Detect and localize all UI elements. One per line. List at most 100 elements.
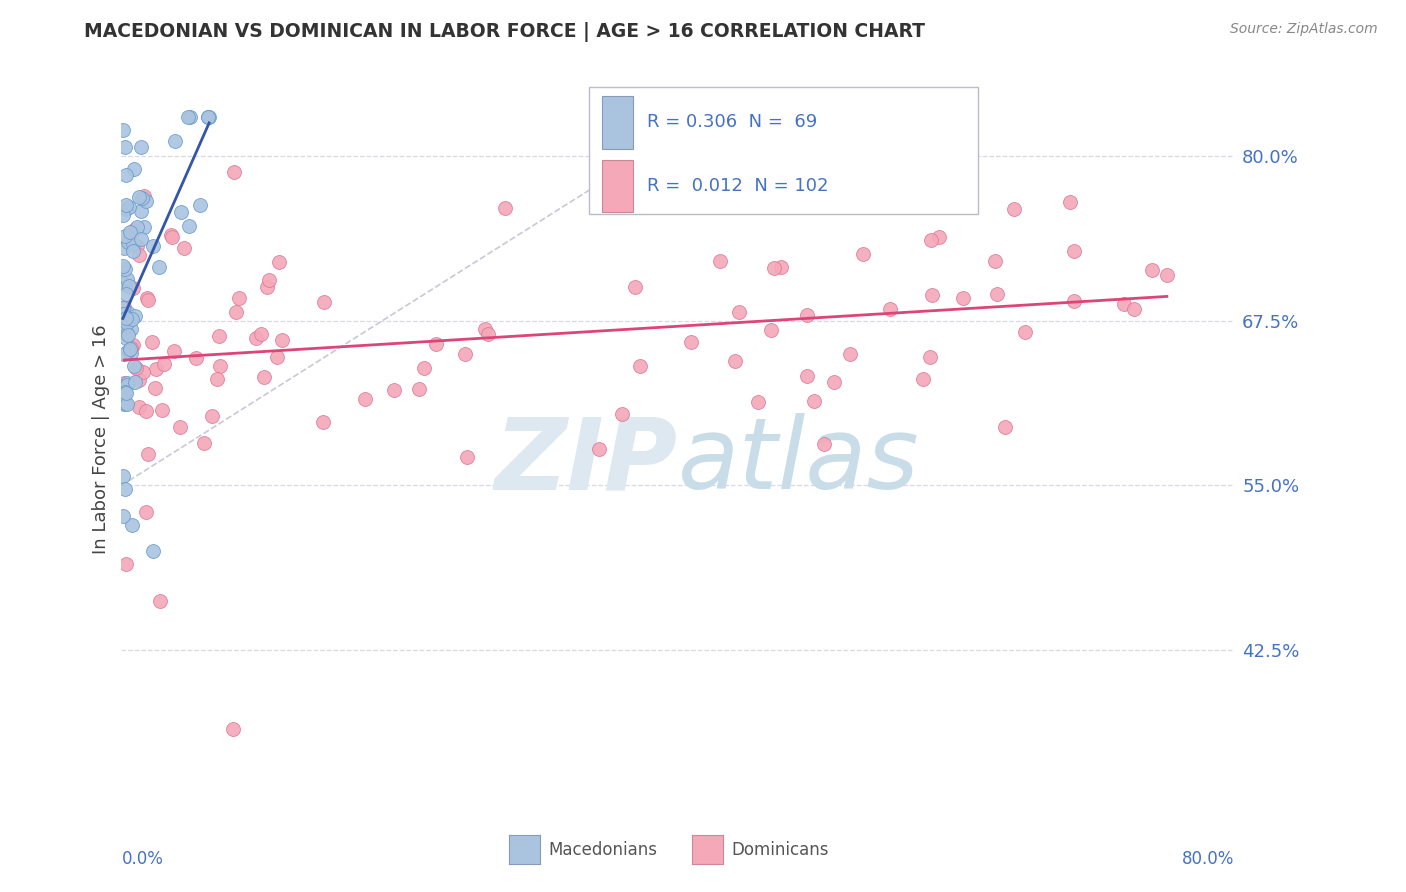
Point <box>112 325 135 339</box>
Point <box>128 400 150 414</box>
Point <box>1140 263 1163 277</box>
Point <box>728 305 751 319</box>
Point <box>124 309 146 323</box>
Point <box>1122 301 1144 316</box>
Point <box>129 232 152 246</box>
Point <box>193 435 215 450</box>
Point <box>142 239 165 253</box>
Point <box>823 375 845 389</box>
Point <box>624 280 647 294</box>
Point <box>770 260 793 274</box>
Point <box>761 323 783 337</box>
Point <box>245 331 267 345</box>
Point <box>117 344 139 359</box>
Point <box>228 292 250 306</box>
Point <box>179 110 201 124</box>
Text: MACEDONIAN VS DOMINICAN IN LABOR FORCE | AGE > 16 CORRELATION CHART: MACEDONIAN VS DOMINICAN IN LABOR FORCE |… <box>84 22 925 42</box>
Point <box>115 397 138 411</box>
Point <box>477 327 499 342</box>
Point <box>114 262 136 277</box>
Point <box>224 164 246 178</box>
Point <box>120 346 142 360</box>
Point <box>112 208 135 222</box>
Point <box>1059 194 1081 209</box>
Point <box>408 383 430 397</box>
Point <box>382 383 405 397</box>
Point <box>115 272 138 286</box>
Point <box>143 381 166 395</box>
Point <box>122 162 145 177</box>
Point <box>994 419 1017 434</box>
Point <box>136 293 159 307</box>
Point <box>115 327 138 342</box>
Text: R = 0.306  N =  69: R = 0.306 N = 69 <box>647 113 817 131</box>
Point <box>588 442 610 457</box>
Text: Source: ZipAtlas.com: Source: ZipAtlas.com <box>1230 22 1378 37</box>
Point <box>1156 268 1178 283</box>
Point <box>131 140 153 154</box>
Point <box>1002 202 1025 216</box>
FancyBboxPatch shape <box>589 87 979 214</box>
Point <box>120 322 142 336</box>
Text: atlas: atlas <box>678 413 920 510</box>
Point <box>724 354 747 368</box>
Point <box>122 359 145 373</box>
Point <box>454 347 477 361</box>
Point <box>494 201 516 215</box>
Text: R =  0.012  N = 102: R = 0.012 N = 102 <box>647 178 828 195</box>
Point <box>112 397 135 411</box>
Point <box>628 359 651 373</box>
Point <box>115 197 138 211</box>
Point <box>169 205 191 219</box>
Text: 0.0%: 0.0% <box>121 850 163 868</box>
Point <box>173 241 195 255</box>
Point <box>120 225 142 239</box>
Point <box>112 300 135 314</box>
Point <box>135 404 157 418</box>
Point <box>114 384 136 399</box>
Point <box>125 239 148 253</box>
Point <box>115 316 138 330</box>
Point <box>112 508 135 523</box>
Point <box>131 365 153 379</box>
Point <box>253 369 276 384</box>
Point <box>118 200 141 214</box>
Point <box>117 235 139 249</box>
Point <box>177 219 200 234</box>
Point <box>128 190 150 204</box>
Point <box>197 110 219 124</box>
Point <box>117 311 139 326</box>
Point <box>135 505 157 519</box>
Text: Dominicans: Dominicans <box>731 841 828 859</box>
Point <box>160 229 183 244</box>
Point <box>112 259 135 273</box>
Point <box>679 335 702 350</box>
Point <box>122 281 145 295</box>
Point <box>312 415 335 429</box>
Point <box>128 373 150 387</box>
Point <box>136 447 159 461</box>
Point <box>879 301 901 316</box>
Point <box>250 326 273 341</box>
Point <box>425 337 447 351</box>
Point <box>270 334 292 348</box>
Point <box>112 347 135 361</box>
Point <box>141 334 163 349</box>
Point <box>1114 297 1136 311</box>
Point <box>131 203 153 218</box>
Point <box>709 254 731 268</box>
Point <box>111 307 134 321</box>
Point <box>456 450 478 464</box>
Point <box>132 219 155 234</box>
Point <box>114 483 136 497</box>
Point <box>112 376 135 390</box>
Point <box>111 277 134 292</box>
Point <box>124 376 146 390</box>
Point <box>132 188 155 202</box>
Point <box>612 407 634 421</box>
Point <box>121 244 143 258</box>
Point <box>266 350 288 364</box>
Bar <box>602 160 633 212</box>
Point <box>986 287 1008 301</box>
Point <box>114 558 136 572</box>
